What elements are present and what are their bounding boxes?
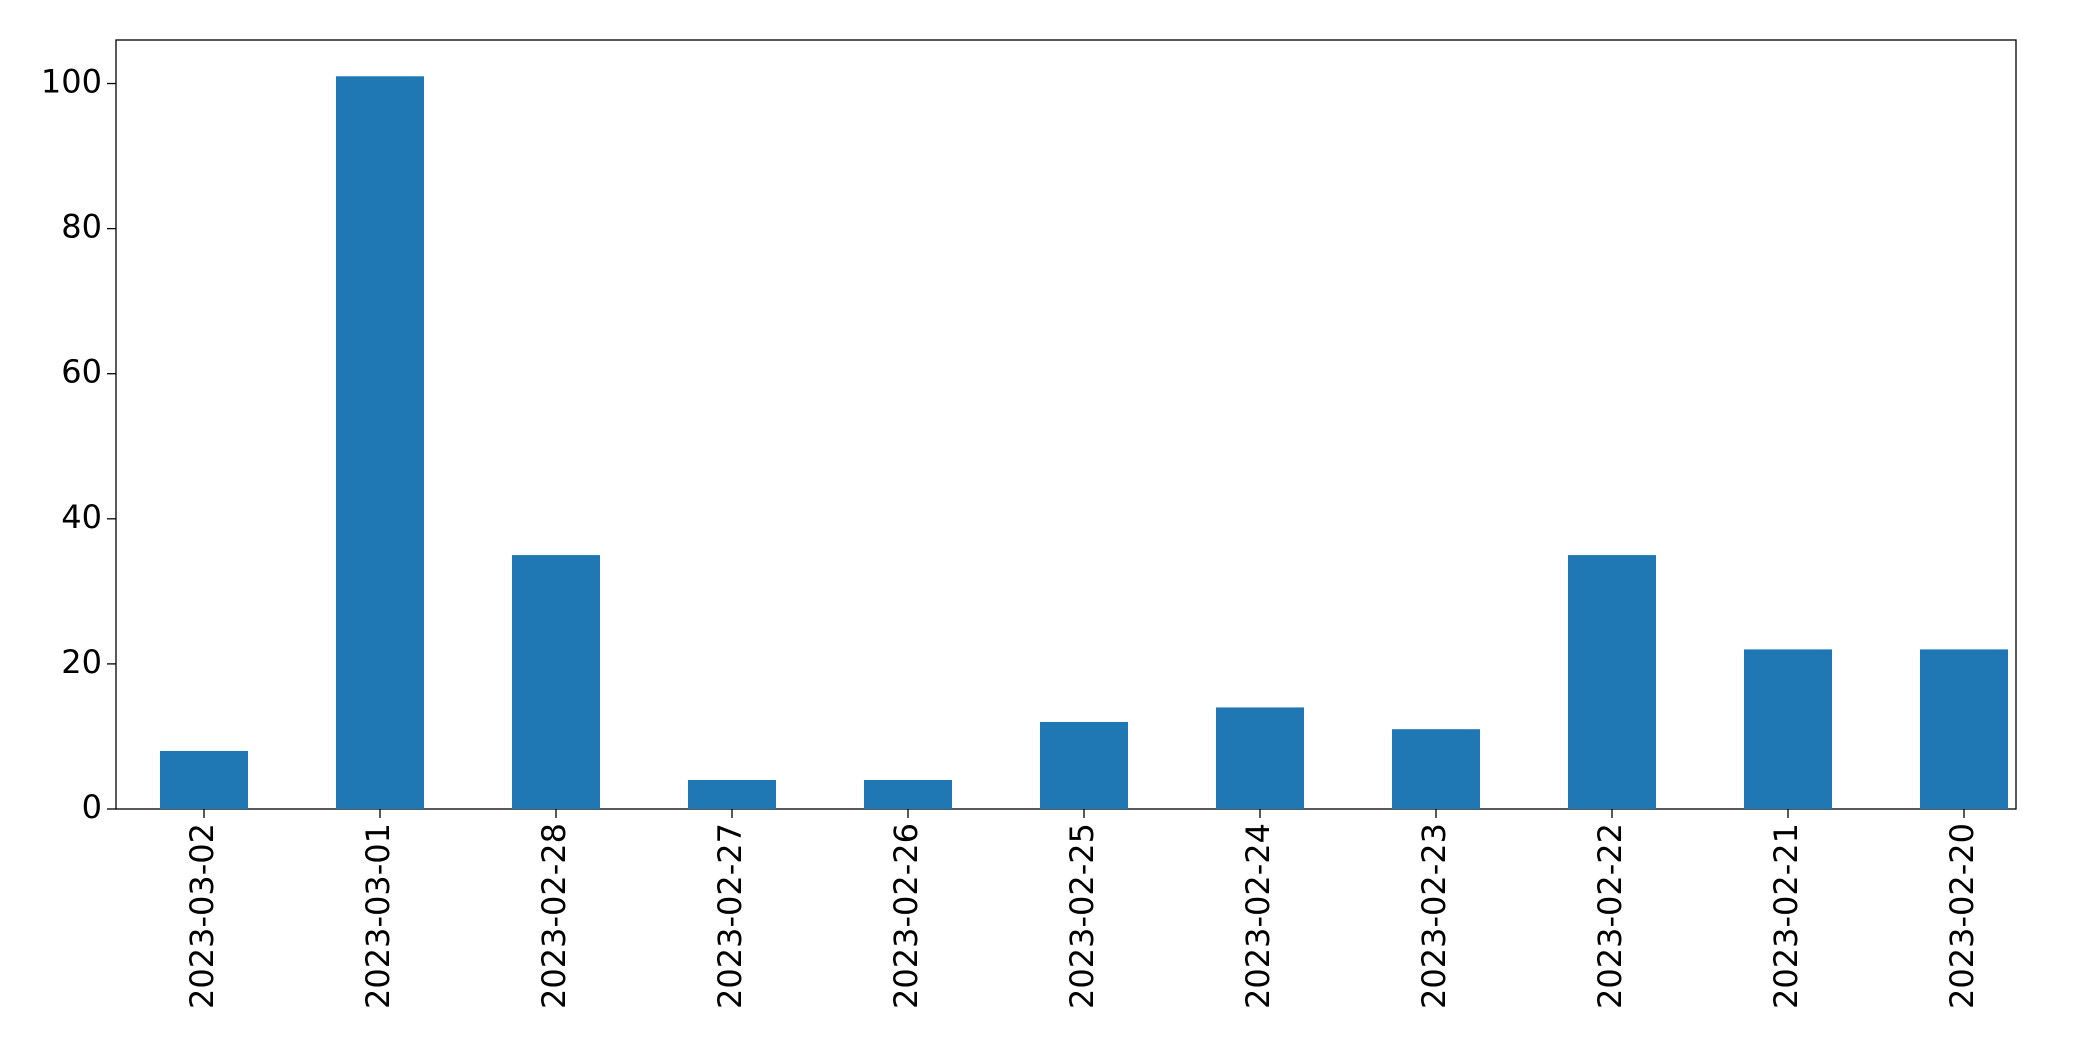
x-tick-label: 2023-02-25 <box>1063 823 1101 1009</box>
x-tick-label: 2023-02-28 <box>535 823 573 1009</box>
bar <box>1568 555 1656 809</box>
y-tick-label: 60 <box>61 353 102 391</box>
bar <box>160 750 248 809</box>
bar <box>1920 649 2008 809</box>
y-tick-label: 100 <box>41 63 102 101</box>
x-tick-label: 2023-02-26 <box>887 823 925 1009</box>
bar <box>1040 721 1128 809</box>
y-tick-label: 20 <box>61 643 102 681</box>
bar <box>864 779 952 809</box>
bar <box>1392 729 1480 809</box>
y-tick-label: 80 <box>61 208 102 246</box>
bar <box>1744 649 1832 809</box>
x-tick-label: 2023-03-02 <box>183 823 221 1009</box>
bar <box>512 555 600 809</box>
bar <box>336 76 424 810</box>
x-tick-label: 2023-02-21 <box>1767 823 1805 1009</box>
y-tick-label: 0 <box>82 788 102 826</box>
bar <box>1216 707 1304 809</box>
x-tick-label: 2023-02-20 <box>1943 823 1981 1009</box>
x-tick-label: 2023-02-27 <box>711 823 749 1009</box>
y-tick-label: 40 <box>61 498 102 536</box>
x-tick-label: 2023-02-23 <box>1415 823 1453 1009</box>
x-tick-label: 2023-03-01 <box>359 823 397 1009</box>
x-tick-label: 2023-02-22 <box>1591 823 1629 1009</box>
bar <box>688 779 776 809</box>
x-tick-label: 2023-02-24 <box>1239 823 1277 1009</box>
